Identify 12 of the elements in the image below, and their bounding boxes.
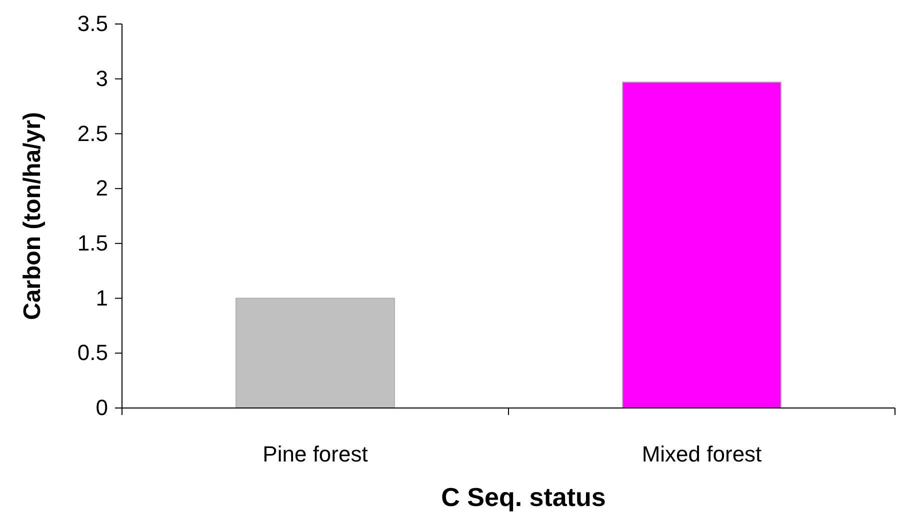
x-tick-label: Pine forest [262,442,368,467]
y-tick-label: 0.5 [77,340,108,366]
y-tick-label: 1.5 [77,230,108,256]
y-tick-label: 0 [96,395,108,420]
y-tick-label: 3.5 [77,11,108,36]
y-tick-label: 3 [96,66,108,91]
x-axis-title: C Seq. status [441,482,606,512]
y-tick-label: 2 [96,176,108,201]
y-axis-title: Carbon (ton/ha/yr) [19,112,46,320]
x-tick-label: Mixed forest [642,442,762,467]
y-tick-label: 1 [96,285,108,310]
y-tick-label: 2.5 [77,120,108,146]
